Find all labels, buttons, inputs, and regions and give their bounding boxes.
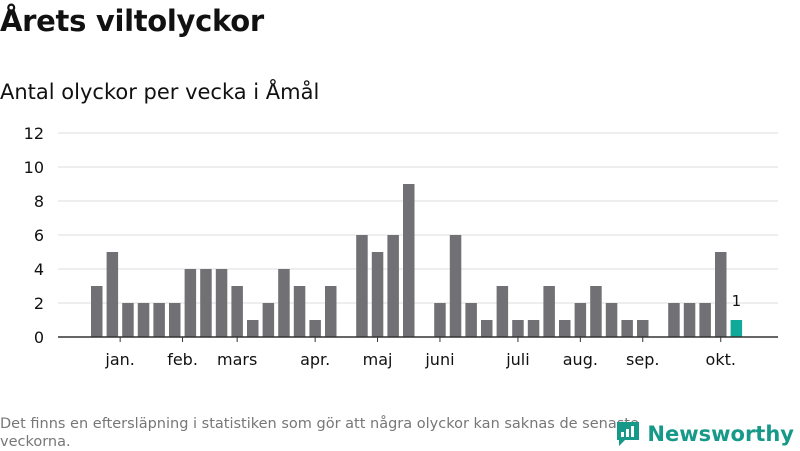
chart-title: Årets viltolyckor <box>0 4 264 38</box>
footnote: Det finns en eftersläpning i statistiken… <box>0 416 639 450</box>
bar-week-36 <box>637 320 649 337</box>
bar-week-2 <box>106 252 119 337</box>
bar-week-24 <box>449 235 462 337</box>
bar-week-16 <box>325 286 337 337</box>
bar-week-23 <box>434 303 446 337</box>
bar-week-20 <box>387 235 399 337</box>
bar-week-38 <box>668 303 680 337</box>
bar-week-27 <box>496 286 509 337</box>
y-tick-label-0: 0 <box>34 328 44 347</box>
x-tick-label: jan. <box>104 350 134 369</box>
gridlines <box>58 132 778 304</box>
bar-week-11 <box>247 320 259 337</box>
bar-week-39 <box>683 303 696 337</box>
y-axis-ticks: 0 2 4 6 8 10 12 <box>24 124 44 347</box>
bar-week-10 <box>231 286 243 337</box>
bar-week-31 <box>559 320 571 337</box>
x-tick-label: feb. <box>167 350 198 369</box>
bar-week-8 <box>200 269 212 337</box>
y-tick-label-4: 4 <box>34 260 44 279</box>
bar-week-14 <box>293 286 306 337</box>
x-axis-ticks: jan. feb. mars apr. maj juni juli aug. sep. okt. <box>104 337 736 369</box>
bar-week-12 <box>262 303 275 337</box>
bar-week-19 <box>371 252 384 337</box>
bar-week-30 <box>543 286 555 337</box>
brand-logo[interactable]: Newsworthy <box>615 420 794 448</box>
x-tick-label: okt. <box>706 350 736 369</box>
brand-name: Newsworthy <box>647 422 794 446</box>
bar-week-28 <box>512 320 524 337</box>
bar-week-42 <box>730 320 743 337</box>
bar-week-26 <box>481 320 493 337</box>
x-tick-label: juni <box>424 350 454 369</box>
y-tick-label-8: 8 <box>34 192 44 211</box>
bar-week-3 <box>122 303 134 337</box>
y-tick-label-10: 10 <box>24 158 44 177</box>
x-tick-label: mars <box>217 350 257 369</box>
y-tick-label-12: 12 <box>24 124 44 143</box>
bar-week-41 <box>715 252 727 337</box>
y-tick-label-6: 6 <box>34 226 44 245</box>
bar-week-1 <box>91 286 103 337</box>
chart-subtitle: Antal olyckor per vecka i Åmål <box>0 80 320 104</box>
bar-week-15 <box>309 320 321 337</box>
x-tick-label: apr. <box>300 350 330 369</box>
x-tick-label: aug. <box>563 350 598 369</box>
x-tick-label: maj <box>363 350 393 369</box>
bar-week-5 <box>153 303 165 337</box>
bar-week-18 <box>356 235 368 337</box>
x-tick-label: sep. <box>626 350 659 369</box>
bar-week-29 <box>527 320 540 337</box>
bars <box>91 184 743 337</box>
data-label: 1 <box>732 292 742 310</box>
bar-week-13 <box>278 269 290 337</box>
bar-week-32 <box>574 303 587 337</box>
data-labels: 1 <box>732 292 742 310</box>
bar-week-6 <box>169 303 181 337</box>
bar-week-33 <box>590 286 602 337</box>
bar-week-35 <box>621 320 633 337</box>
bar-week-4 <box>137 303 150 337</box>
bar-week-7 <box>184 269 197 337</box>
bar-week-9 <box>215 269 228 337</box>
bar-chart: 0 2 4 6 8 10 12 jan. feb. mars apr. maj juni juli aug… <box>24 124 778 369</box>
x-tick-label: juli <box>505 350 529 369</box>
newsworthy-logo-icon <box>617 422 640 446</box>
bar-week-25 <box>465 303 477 337</box>
bar-week-21 <box>403 184 415 337</box>
bar-week-34 <box>605 303 618 337</box>
y-tick-label-2: 2 <box>34 294 44 313</box>
bar-week-40 <box>699 303 711 337</box>
